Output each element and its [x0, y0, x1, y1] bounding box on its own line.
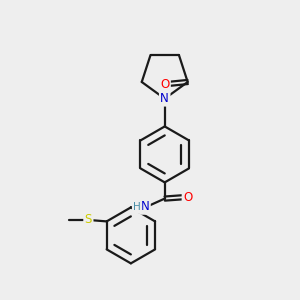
- Text: N: N: [160, 92, 169, 105]
- Text: S: S: [85, 213, 92, 226]
- Text: N: N: [141, 200, 149, 213]
- Text: O: O: [160, 77, 170, 91]
- Text: H: H: [133, 202, 141, 212]
- Text: O: O: [183, 190, 192, 204]
